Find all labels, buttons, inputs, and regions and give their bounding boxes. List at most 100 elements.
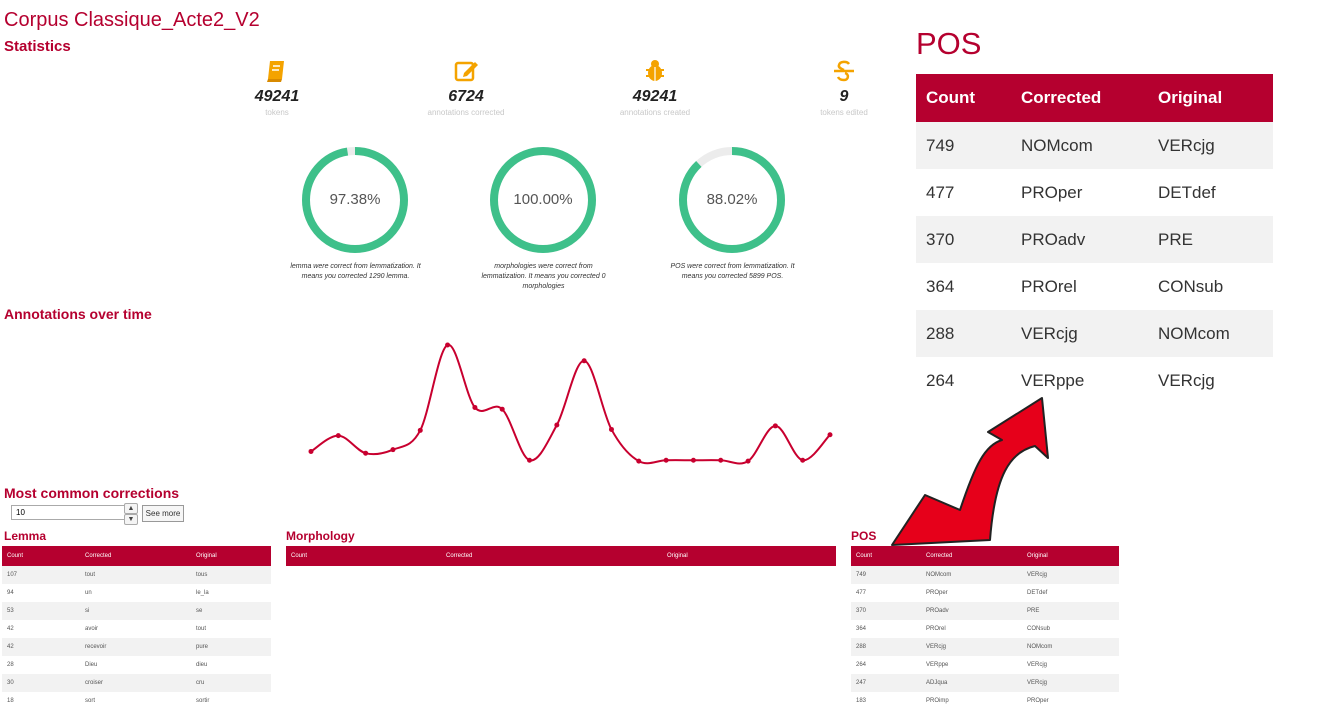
data-point [690,457,696,463]
table-cell: 183 [856,698,867,704]
table-row: 370 PROadv PRE [851,602,1119,620]
table-cell: VERcjg [1022,566,1119,584]
lemma-heading: Lemma [4,529,47,543]
table-cell: 264 [926,370,955,390]
table-row: 288 VERcjg NOMcom [916,310,1273,357]
ring-caption: morphologies were correct from lemmatiza… [481,263,606,290]
ring-caption: lemma were correct from lemmatization. I… [290,263,421,280]
table-cell: 247 [851,674,921,692]
data-point [636,458,642,464]
table-cell: 94 [7,590,14,596]
table-cell: 370 [916,216,1011,263]
table-cell: ADJqua [921,674,1022,692]
column-header[interactable]: Count [2,546,80,566]
pos-heading: POS [851,529,877,543]
table-row: 477 PROper DETdef [851,584,1119,602]
data-point [390,447,396,453]
pos-table: Count Corrected Original 749 NOMcom VERcjg… [851,546,1119,710]
table-cell: recevoir [80,638,191,656]
table-cell: 264 [856,662,867,668]
stat-value: 49241 [632,88,678,105]
table-row: 288 VERcjg NOMcom [851,638,1119,656]
table-cell: 53 [2,602,80,620]
table-cell: 749 [916,122,1011,169]
statistics-heading: Statistics [4,38,71,55]
table-row: 264 VERppe VERcjg [916,357,1273,404]
data-point [772,423,778,429]
morphology-table: Count Corrected Original [286,546,836,566]
stat-label: tokens edited [820,108,868,117]
column-header[interactable]: Corrected [80,546,191,566]
most-common-heading: Most common corrections [4,485,180,501]
spin-up-icon[interactable]: ▲ [124,503,138,514]
table-cell: tout [80,566,191,584]
table-row: 749 NOMcom VERcjg [851,566,1119,584]
column-header[interactable]: Count [851,546,921,566]
lemma-table: Count Corrected Original 107 tout tous 94 un… [2,546,271,710]
stat-label: annotations corrected [427,108,505,117]
data-point [800,457,806,463]
stat-label: annotations created [619,108,691,117]
column-header[interactable]: Original [191,546,271,566]
table-row: 364 PROrel CONsub [916,263,1273,310]
pos-zoom-table: Count Corrected Original 749 NOMcom VERcjg… [916,74,1273,404]
strikethrough-icon [789,58,899,86]
table-cell: avoir [85,626,99,632]
ring-progress [679,147,785,253]
data-point [718,457,724,463]
stat-label: tokens [265,108,289,117]
table-cell: 28 [7,662,14,668]
stat-value: 49241 [254,88,300,105]
table-cell: dieu [196,662,208,668]
column-header[interactable]: Original [1148,74,1273,122]
table-cell: 42 [2,638,80,656]
table-row: 53 si se [2,602,271,620]
table-cell: PROper [1021,182,1083,202]
table-row: 28 Dieu dieu [2,656,271,674]
ring-percent: 88.02% [706,191,758,208]
table-cell: 42 [7,626,14,632]
limit-input[interactable] [11,505,129,520]
table-cell: NOMcom [1011,122,1148,169]
data-point [663,457,669,463]
table-row: 42 avoir tout [2,620,271,638]
column-header[interactable]: Corrected [441,546,662,566]
table-cell: PROrel [926,626,946,632]
morphology-accuracy-ring: 100.00% [488,145,598,255]
stat-created: 49241 annotations created [600,58,710,118]
table-row: 107 tout tous [2,566,271,584]
table-cell: CONsub [1158,276,1224,296]
stat-edited: 9 tokens edited [789,58,899,118]
data-point [745,458,751,464]
table-cell: 364 [856,626,867,632]
data-point [308,448,314,454]
table-cell: pure [191,638,271,656]
table-row: 18 sort sortir [2,692,271,710]
data-point [581,358,587,364]
column-header[interactable]: Count [286,546,441,566]
column-header[interactable]: Corrected [921,546,1022,566]
table-cell: 477 [856,590,867,596]
table-row: 364 PROrel CONsub [851,620,1119,638]
table-row: 247 ADJqua VERcjg [851,674,1119,692]
table-cell: VERppe [1021,370,1085,390]
column-header[interactable]: Count [916,74,1011,122]
stat-value: 6724 [448,88,484,105]
column-header[interactable]: Original [1022,546,1119,566]
spin-down-icon[interactable]: ▼ [124,514,138,525]
see-more-button[interactable]: See more [142,505,184,522]
column-header[interactable]: Corrected [1011,74,1148,122]
table-cell: DETdef [1027,590,1048,596]
table-cell: 18 [7,698,14,704]
stat-tokens: 49241 tokens [222,58,332,118]
table-cell: se [191,602,271,620]
table-cell: 477 [926,182,955,202]
table-row: 30 croiser cru [2,674,271,692]
table-cell: VERcjg [1027,662,1048,668]
table-cell: PROadv [1011,216,1148,263]
data-point [608,426,614,432]
column-header[interactable]: Original [662,546,836,566]
table-cell: 288 [916,310,1011,357]
page-title: Corpus Classique_Acte2_V2 [4,9,260,31]
table-cell: croiser [80,674,191,692]
